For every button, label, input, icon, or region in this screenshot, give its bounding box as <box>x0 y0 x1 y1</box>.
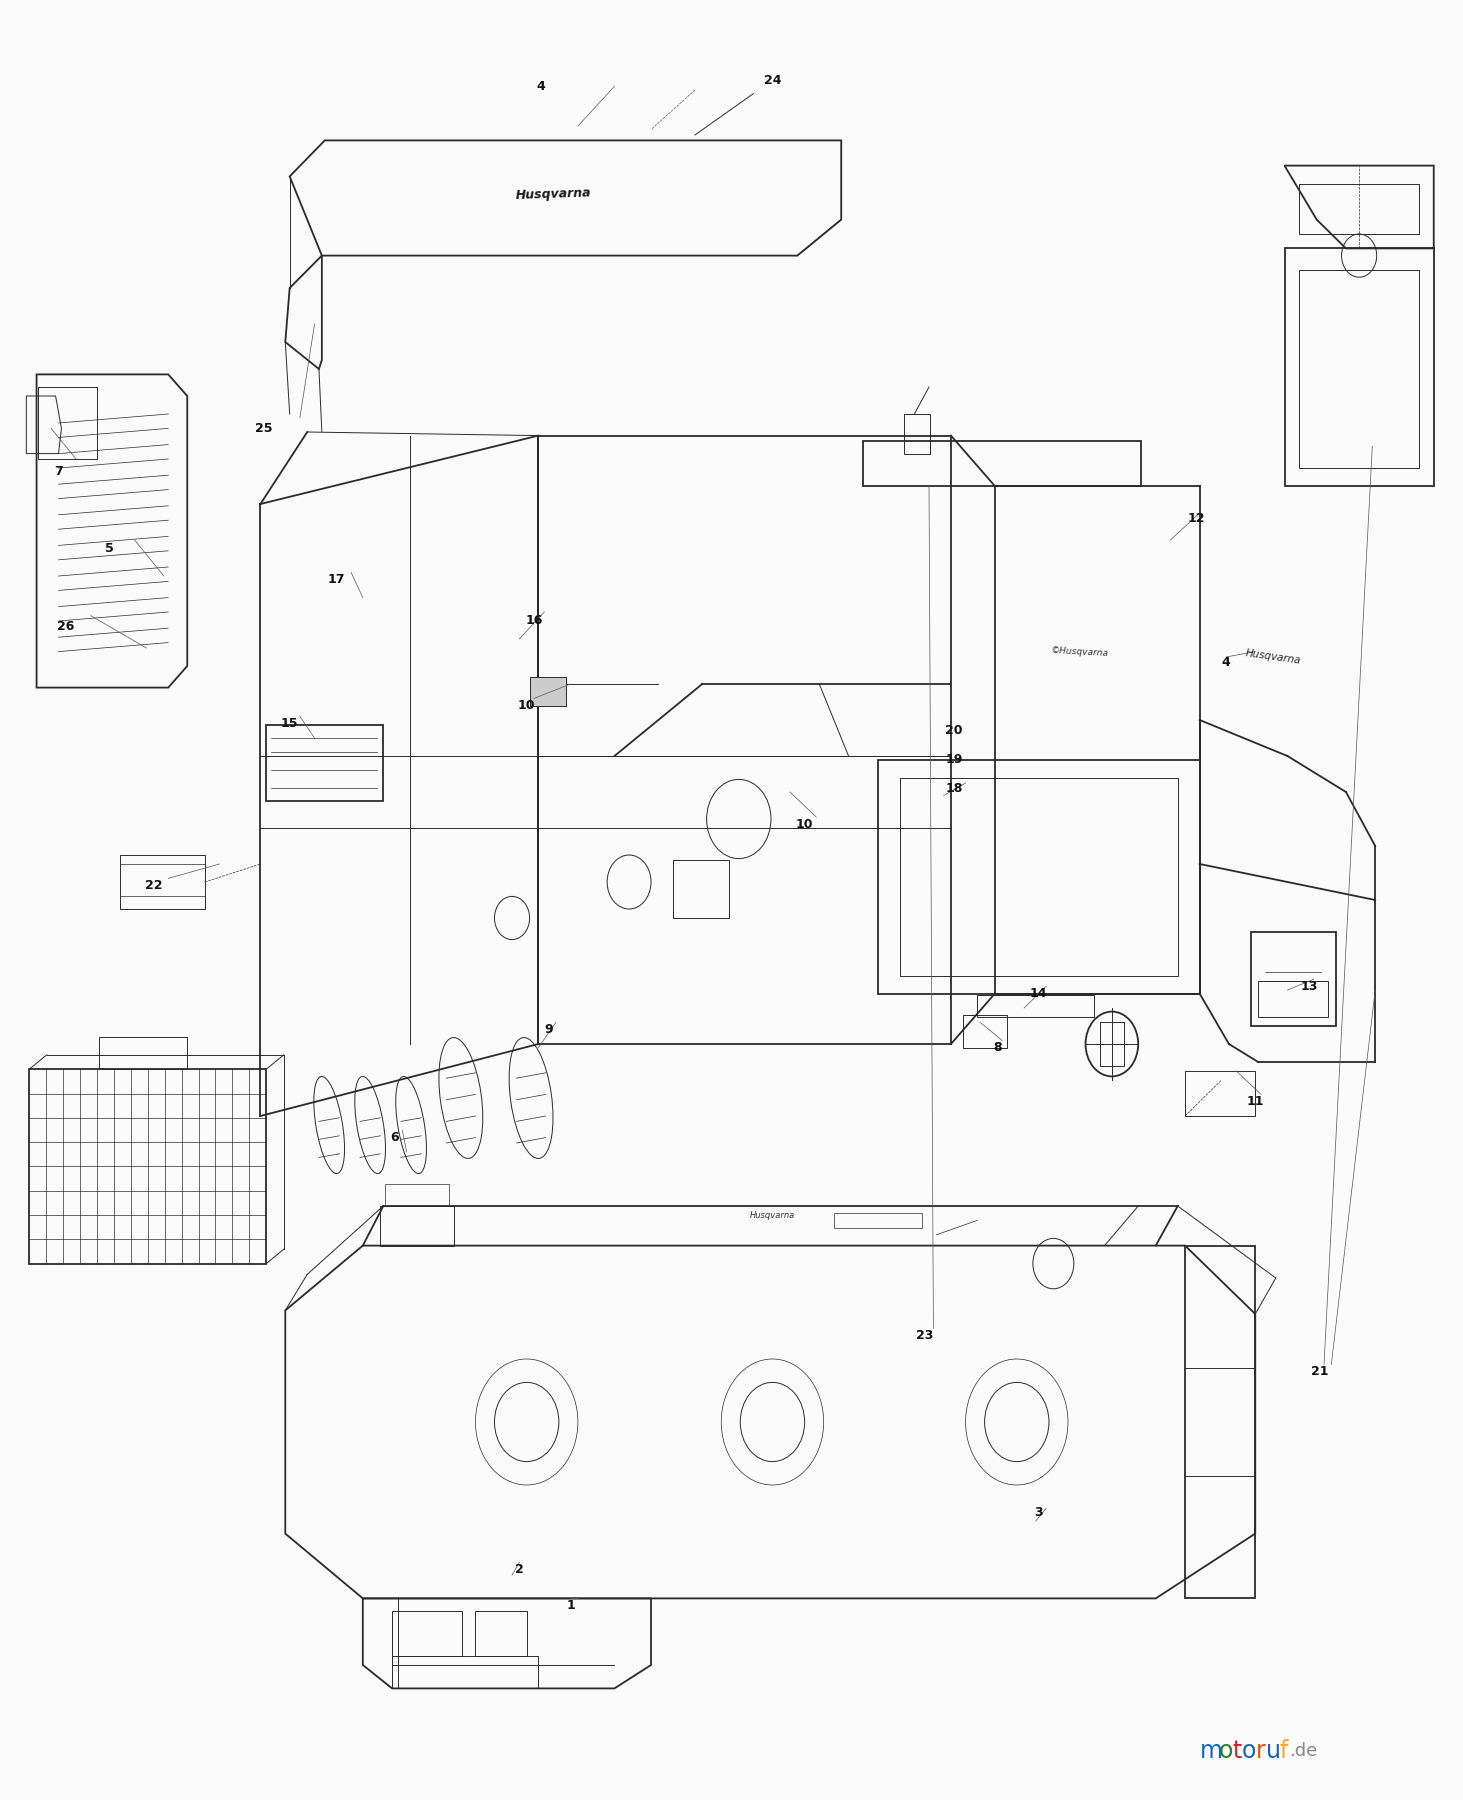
Text: 17: 17 <box>328 572 345 587</box>
Text: 11: 11 <box>1246 1094 1264 1109</box>
Bar <box>266 725 383 801</box>
Text: Husqvarna: Husqvarna <box>751 1210 794 1220</box>
Text: o: o <box>1242 1739 1257 1764</box>
Bar <box>385 1184 449 1206</box>
Text: u: u <box>1265 1739 1280 1764</box>
Text: Husqvarna: Husqvarna <box>1245 648 1301 666</box>
Text: 10: 10 <box>796 817 813 832</box>
Text: ©Husqvarna: ©Husqvarna <box>1050 646 1109 657</box>
Text: 15: 15 <box>281 716 298 731</box>
Text: 21: 21 <box>1311 1364 1328 1379</box>
Bar <box>1185 1071 1255 1116</box>
Bar <box>878 760 1200 994</box>
Text: 6: 6 <box>391 1130 399 1145</box>
Bar <box>1251 932 1336 1026</box>
Bar <box>673 860 729 918</box>
Text: 5: 5 <box>105 542 114 556</box>
Bar <box>530 677 566 706</box>
Text: 23: 23 <box>916 1328 933 1343</box>
Text: m: m <box>1200 1739 1223 1764</box>
Text: t: t <box>1233 1739 1242 1764</box>
Text: 24: 24 <box>764 74 781 88</box>
Bar <box>834 1213 922 1228</box>
Text: 12: 12 <box>1188 511 1206 526</box>
Bar <box>392 1656 538 1688</box>
Text: 3: 3 <box>1034 1505 1043 1519</box>
Bar <box>120 855 205 909</box>
Bar <box>904 414 930 454</box>
Text: o: o <box>1219 1739 1233 1764</box>
Text: 16: 16 <box>525 614 543 628</box>
Bar <box>977 995 1094 1017</box>
Bar <box>38 387 97 459</box>
Text: 22: 22 <box>145 878 162 893</box>
Text: 25: 25 <box>255 421 272 436</box>
Text: Husqvarna: Husqvarna <box>515 187 591 202</box>
Text: 19: 19 <box>945 752 963 767</box>
Text: 8: 8 <box>993 1040 1002 1055</box>
Text: .de: .de <box>1289 1742 1317 1760</box>
Bar <box>900 778 1178 976</box>
Text: 4: 4 <box>537 79 546 94</box>
Text: 4: 4 <box>1222 655 1230 670</box>
Text: 10: 10 <box>518 698 535 713</box>
Bar <box>29 1069 266 1264</box>
Text: 2: 2 <box>515 1562 524 1577</box>
Bar <box>1299 270 1419 468</box>
Bar <box>392 1611 462 1656</box>
Text: r: r <box>1255 1739 1265 1764</box>
Text: 20: 20 <box>945 724 963 738</box>
Bar <box>1258 981 1328 1017</box>
Text: 18: 18 <box>945 781 963 796</box>
Text: 7: 7 <box>54 464 63 479</box>
Bar <box>99 1037 187 1069</box>
Text: 13: 13 <box>1301 979 1318 994</box>
Bar <box>380 1206 454 1246</box>
Bar <box>1299 184 1419 234</box>
Bar <box>1185 1246 1255 1598</box>
Bar <box>1100 1022 1124 1066</box>
Text: f: f <box>1280 1739 1287 1764</box>
Text: 14: 14 <box>1030 986 1048 1001</box>
Text: 26: 26 <box>57 619 75 634</box>
Text: 9: 9 <box>544 1022 553 1037</box>
Bar <box>475 1611 527 1656</box>
Bar <box>963 1015 1007 1048</box>
Bar <box>863 441 1141 486</box>
Text: 1: 1 <box>566 1598 575 1613</box>
